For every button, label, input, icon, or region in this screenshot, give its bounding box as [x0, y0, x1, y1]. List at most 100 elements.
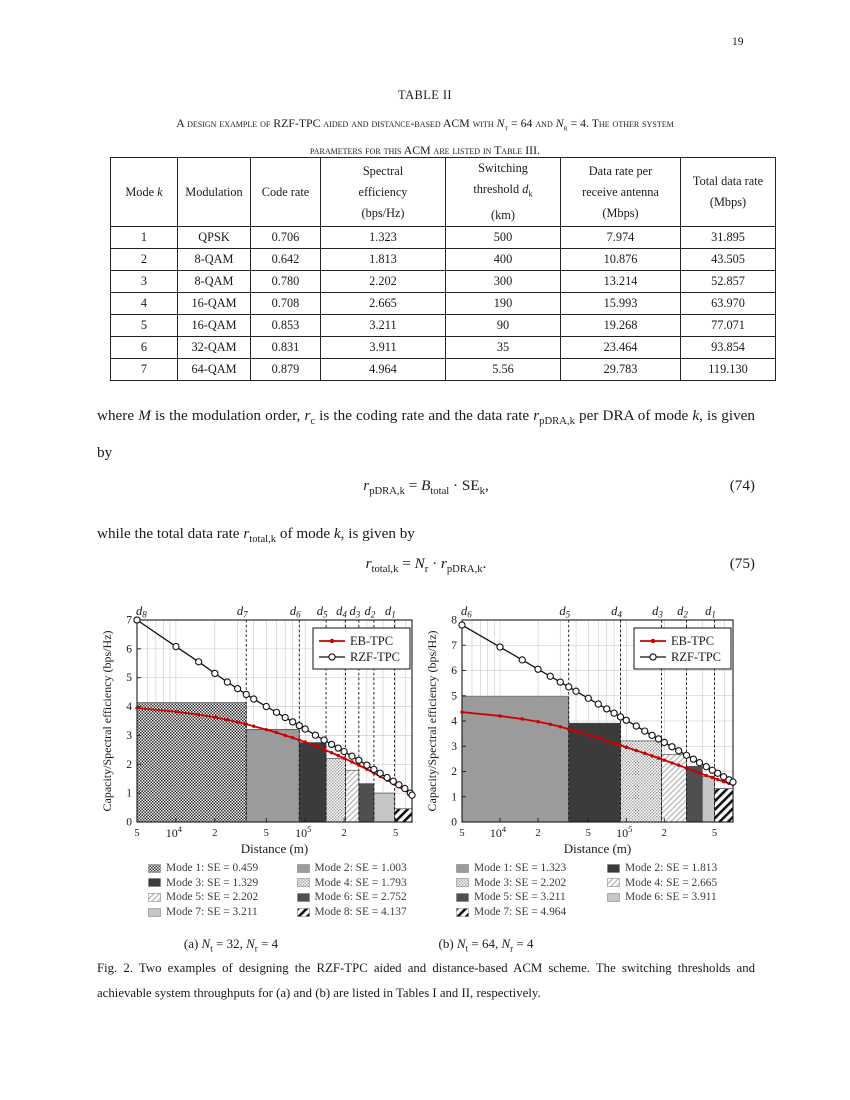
rzf-marker [334, 744, 342, 752]
eb-marker [322, 747, 326, 752]
rzf-marker [233, 685, 242, 693]
table-cell: 190 [445, 292, 561, 315]
rzf-marker [211, 669, 219, 678]
rzf-marker [133, 616, 141, 624]
rzf-marker [534, 665, 542, 673]
eb-marker [612, 741, 616, 745]
eb-marker [342, 756, 346, 760]
mode-legend-label: Mode 2: SE = 1.813 [625, 862, 718, 874]
threshold-label: d4 [611, 604, 622, 620]
y-axis-label: Capacity/Spectral efficiency (bps/Hz) [100, 630, 114, 811]
mode-pattern-swatch [148, 907, 161, 917]
table-cell: 8-QAM [177, 248, 251, 271]
rzf-marker [172, 642, 180, 651]
table-cell: 119.130 [680, 358, 776, 381]
eb-marker [213, 715, 217, 719]
table-cell: 29.783 [560, 358, 681, 381]
mode-legend-item: Mode 1: SE = 0.459 [148, 861, 287, 876]
eb-marker [548, 722, 552, 726]
rzf-marker [714, 769, 722, 777]
eb-marker [244, 722, 248, 726]
eb-marker [536, 720, 540, 724]
x-tick-label: 105 [295, 824, 311, 840]
threshold-label: d2 [365, 604, 376, 620]
y-tick-label: 4 [126, 701, 132, 713]
table-column-header: Code rate [250, 157, 321, 227]
table-cell: 52.857 [680, 270, 776, 293]
table-cell: 2.202 [320, 270, 446, 293]
mode-pattern-swatch [296, 864, 310, 873]
y-tick-label: 4 [451, 716, 457, 728]
line-legend-label: RZF-TPC [671, 650, 721, 664]
rzf-marker [281, 713, 289, 722]
threshold-label: d3 [652, 604, 663, 620]
rzf-marker [616, 713, 625, 721]
table-cell: 16-QAM [177, 314, 251, 337]
table-cell: 43.505 [680, 248, 776, 271]
rzf-marker [327, 740, 336, 749]
table-row: 4 16-QAM 0.708 2.665 190 15.993 63.970 [110, 292, 776, 315]
mode-legend-item: Mode 3: SE = 1.329 [148, 876, 287, 891]
table-cell: 3.911 [320, 336, 446, 359]
se-mode-bars [136, 702, 413, 823]
mode-legend-item: Mode 6: SE = 3.911 [607, 890, 748, 905]
rzf-marker [622, 716, 630, 724]
rzf-marker [689, 755, 698, 763]
rzf-marker [295, 721, 303, 730]
mode-legend-label: Mode 3: SE = 2.202 [474, 876, 567, 889]
threshold-label: d2 [677, 604, 688, 620]
line-legend-label: RZF-TPC [350, 650, 400, 664]
table-cell: 0.706 [250, 226, 321, 249]
y-axis: 0 1 2 3 4 5 6 7 8 Capacity/Spectral efficiency (b… [428, 615, 466, 829]
table-cell: 4 [110, 292, 178, 315]
mode-legend-label: Mode 3: SE = 1.329 [166, 876, 259, 889]
switching-thresholds: d8 d7 d6 d5 d4 d3 d2 d1 [136, 604, 396, 822]
mode-pattern-swatch [148, 878, 161, 888]
eb-marker [605, 738, 609, 743]
eb-marker [174, 710, 178, 714]
eb-marker [586, 733, 590, 737]
rzf-marker [289, 718, 297, 726]
mode-legend-item: Mode 4: SE = 1.793 [296, 876, 436, 891]
rzf-marker [370, 765, 378, 774]
y-tick-label: 6 [451, 665, 457, 677]
x-tick-label: 5 [459, 828, 464, 839]
threshold-label: d7 [237, 604, 248, 620]
threshold-label: d4 [336, 604, 347, 620]
acm-design-table: Mode k Modulation Code rate Spectral effici… [110, 157, 776, 381]
table-row: 1 QPSK 0.706 1.323 500 7.974 31.895 [110, 226, 776, 249]
table-cell: 77.071 [680, 314, 776, 337]
rzf-marker [668, 743, 676, 751]
y-tick-label: 6 [126, 643, 132, 655]
table-cell: 5.56 [445, 358, 561, 381]
table-cell: 16-QAM [177, 292, 251, 315]
threshold-label: d6 [290, 604, 301, 620]
table-cell: QPSK [177, 226, 251, 249]
table-column-header: Total data rate (Mbps) [680, 157, 776, 227]
mode-pattern-swatch [296, 907, 310, 917]
se-bar [136, 702, 247, 823]
table-caption-line2: parameters for this ACM are listed in Ta… [310, 143, 540, 158]
mode-legend-item: Mode 5: SE = 3.211 [456, 890, 597, 905]
equation-75: rtotal,k = Nr · rpDRA,k. (75) [97, 555, 755, 579]
table-column-header: Spectral efficiency (bps/Hz) [320, 157, 446, 227]
mode-pattern-swatch [607, 878, 620, 888]
y-axis: 0 1 2 3 4 5 6 7 Capacity/Spectral efficiency (bp… [100, 615, 141, 829]
mode-legend-label: Mode 5: SE = 2.202 [166, 891, 259, 904]
rzf-marker [363, 761, 371, 769]
mode-legend-label: Mode 2: SE = 1.003 [314, 862, 407, 874]
x-tick-label: 5 [134, 828, 139, 839]
se-bar [568, 722, 621, 823]
table-cell: 10.876 [560, 248, 681, 271]
rzf-marker [355, 756, 363, 764]
x-tick-label: 5 [264, 828, 269, 839]
eb-marker [710, 775, 715, 780]
rzf-marker [518, 656, 526, 664]
table-row: 3 8-QAM 0.780 2.202 300 13.214 52.857 [110, 270, 776, 293]
eb-marker [290, 736, 295, 740]
table-cell: 35 [445, 336, 561, 359]
line-legend-label: EB-TPC [671, 634, 714, 648]
eb-marker [624, 745, 628, 749]
se-bar [245, 728, 300, 823]
eb-marker [297, 738, 301, 742]
